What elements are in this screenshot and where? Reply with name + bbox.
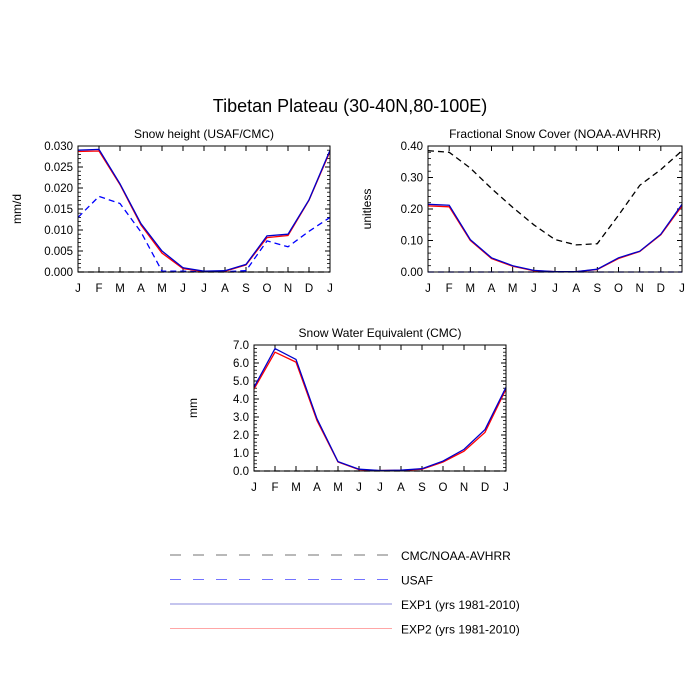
series-line-usaf <box>77 195 331 273</box>
y-axis-label: mm/d <box>10 194 24 224</box>
x-tick-label: F <box>95 283 102 295</box>
y-tick-label: 0.30 <box>401 173 423 185</box>
figure-title: Tibetan Plateau (30-40N,80-100E) <box>213 96 488 116</box>
x-tick-label: N <box>460 482 468 494</box>
y-tick-label: 5.0 <box>233 376 249 388</box>
panel-title: Fractional Snow Cover (NOAA-AVHRR) <box>449 127 661 141</box>
x-tick-label: J <box>201 283 207 295</box>
y-tick-label: 0.20 <box>401 204 423 216</box>
x-tick-label: M <box>157 283 167 295</box>
legend-label: EXP2 (yrs 1981-2010) <box>401 623 520 637</box>
plot-frame <box>253 344 507 472</box>
series-line-exp2-yrs-1981-2010 <box>427 205 683 273</box>
series-line-exp1-yrs-1981-2010 <box>253 347 507 472</box>
y-tick-label: 4.0 <box>233 394 249 406</box>
x-tick-label: J <box>552 283 558 295</box>
plot-frame <box>77 145 331 273</box>
x-tick-label: N <box>284 283 292 295</box>
series-line-cmc-noaa-avhrr <box>427 150 683 246</box>
x-tick-label: A <box>137 283 145 295</box>
y-tick-label: 0.000 <box>44 267 73 279</box>
legend-label: EXP1 (yrs 1981-2010) <box>401 598 520 612</box>
x-tick-label: F <box>446 283 453 295</box>
y-tick-label: 0.030 <box>44 141 73 153</box>
x-tick-label: S <box>418 482 426 494</box>
y-tick-label: 0.020 <box>44 183 73 195</box>
x-tick-label: M <box>291 482 301 494</box>
series-line-exp2-yrs-1981-2010 <box>253 351 507 472</box>
y-axis-label: unitless <box>360 189 374 230</box>
x-tick-label: A <box>221 283 229 295</box>
series-line-exp1-yrs-1981-2010 <box>427 203 683 273</box>
x-tick-label: M <box>115 283 125 295</box>
x-tick-label: D <box>305 283 313 295</box>
x-tick-label: A <box>313 482 321 494</box>
x-tick-label: O <box>439 482 448 494</box>
x-tick-label: J <box>75 283 81 295</box>
x-tick-label: J <box>327 283 333 295</box>
x-tick-label: J <box>679 283 685 295</box>
x-tick-label: A <box>572 283 580 295</box>
y-tick-label: 0.10 <box>401 236 423 248</box>
y-tick-label: 0.40 <box>401 141 423 153</box>
y-tick-label: 0.025 <box>44 162 73 174</box>
legend: CMC/NOAA-AVHRR USAF EXP1 (yrs 1981-2010) EX… <box>170 549 520 637</box>
x-tick-label: D <box>481 482 489 494</box>
x-tick-label: J <box>251 482 257 494</box>
y-tick-label: 1.0 <box>233 448 249 460</box>
x-tick-label: J <box>503 482 509 494</box>
x-tick-label: F <box>271 482 278 494</box>
chart-panel-2: Fractional Snow Cover (NOAA-AVHRR) unitle… <box>360 127 685 295</box>
x-tick-label: J <box>531 283 537 295</box>
legend-label: USAF <box>401 574 433 588</box>
panel-title: Snow Water Equivalent (CMC) <box>299 326 462 340</box>
legend-label: CMC/NOAA-AVHRR <box>401 549 511 563</box>
y-tick-label: 0.010 <box>44 225 73 237</box>
x-tick-label: N <box>636 283 644 295</box>
chart-panel-1: Snow height (USAF/CMC) mm/d 0.000 0.005 0.01… <box>10 127 333 295</box>
x-tick-label: J <box>377 482 383 494</box>
x-tick-label: J <box>425 283 431 295</box>
series-line-exp1-yrs-1981-2010 <box>77 148 331 272</box>
y-tick-label: 0.00 <box>401 267 423 279</box>
y-tick-label: 2.0 <box>233 430 249 442</box>
y-tick-label: 3.0 <box>233 412 249 424</box>
y-tick-label: 7.0 <box>233 340 249 352</box>
legend-item: EXP2 (yrs 1981-2010) <box>170 623 520 637</box>
x-tick-label: A <box>397 482 405 494</box>
y-axis-label: mm <box>186 398 200 418</box>
y-tick-label: 6.0 <box>233 358 249 370</box>
chart-panel-3: Snow Water Equivalent (CMC) mm 0.0 1.0 2.0 3.… <box>186 326 509 494</box>
chart-panels: Snow height (USAF/CMC)mm/d0.0000.0050.01… <box>10 127 685 494</box>
legend-item: USAF <box>170 574 433 588</box>
x-tick-label: D <box>657 283 665 295</box>
y-tick-label: 0.005 <box>44 246 73 258</box>
plot-frame <box>427 145 683 273</box>
x-tick-label: A <box>488 283 496 295</box>
y-tick-label: 0.0 <box>233 466 249 478</box>
x-tick-label: S <box>593 283 601 295</box>
x-tick-label: M <box>508 283 518 295</box>
legend-item: CMC/NOAA-AVHRR <box>170 549 511 563</box>
series-line-exp2-yrs-1981-2010 <box>77 150 331 273</box>
y-tick-label: 0.015 <box>44 204 73 216</box>
x-tick-label: O <box>263 283 272 295</box>
legend-item: EXP1 (yrs 1981-2010) <box>170 598 520 612</box>
x-tick-label: M <box>333 482 343 494</box>
x-tick-label: S <box>242 283 250 295</box>
panel-title: Snow height (USAF/CMC) <box>134 127 274 141</box>
x-tick-label: J <box>180 283 186 295</box>
x-tick-label: J <box>356 482 362 494</box>
x-tick-label: O <box>614 283 623 295</box>
x-tick-label: M <box>466 283 476 295</box>
